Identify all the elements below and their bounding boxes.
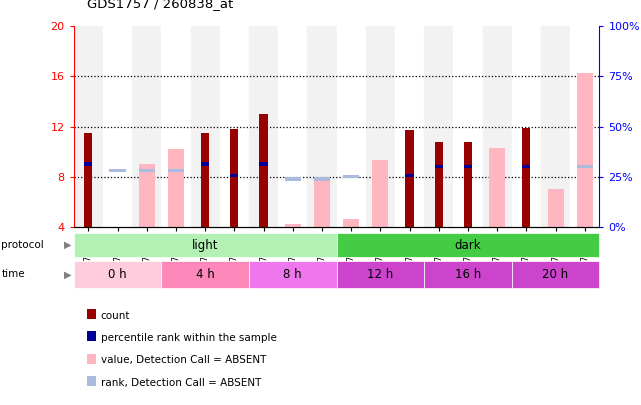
Bar — [547, 189, 563, 227]
Bar — [512, 261, 599, 288]
Bar — [372, 160, 388, 227]
Text: dark: dark — [454, 239, 481, 252]
Bar — [220, 26, 249, 227]
Bar — [453, 26, 483, 227]
Bar — [464, 142, 472, 227]
Text: protocol: protocol — [1, 240, 44, 250]
Bar — [249, 261, 337, 288]
Bar — [337, 26, 366, 227]
Bar — [168, 149, 184, 227]
Bar — [74, 26, 103, 227]
Bar — [74, 233, 337, 257]
Text: 0 h: 0 h — [108, 268, 127, 281]
Text: 8 h: 8 h — [283, 268, 302, 281]
Bar — [201, 133, 209, 227]
Bar — [138, 168, 154, 172]
Bar — [489, 148, 505, 227]
Bar — [424, 261, 512, 288]
Bar — [84, 133, 92, 227]
Text: ▶: ▶ — [64, 269, 72, 279]
Bar — [522, 165, 530, 168]
Bar — [435, 142, 443, 227]
Bar — [395, 26, 424, 227]
Bar — [343, 175, 359, 179]
Text: 4 h: 4 h — [196, 268, 215, 281]
Bar — [464, 165, 472, 168]
Bar — [110, 168, 126, 172]
Text: light: light — [192, 239, 219, 252]
Bar — [103, 26, 132, 227]
Bar — [406, 174, 413, 177]
Bar — [278, 26, 307, 227]
Bar — [285, 224, 301, 227]
Bar — [541, 26, 570, 227]
Bar — [424, 26, 453, 227]
Bar — [201, 162, 209, 166]
Bar — [138, 164, 154, 227]
Bar — [577, 72, 593, 227]
Text: 12 h: 12 h — [367, 268, 394, 281]
Bar — [314, 177, 330, 181]
Bar — [337, 233, 599, 257]
Bar — [74, 261, 162, 288]
Bar — [190, 26, 220, 227]
Text: value, Detection Call = ABSENT: value, Detection Call = ABSENT — [101, 356, 266, 365]
Bar — [168, 168, 184, 172]
Bar — [307, 26, 337, 227]
Bar — [570, 26, 599, 227]
Bar — [483, 26, 512, 227]
Bar — [230, 174, 238, 177]
Text: count: count — [101, 311, 130, 321]
Bar — [162, 26, 190, 227]
Bar — [406, 130, 413, 227]
Bar — [162, 261, 249, 288]
Text: time: time — [1, 269, 25, 279]
Bar — [522, 128, 530, 227]
Bar — [132, 26, 162, 227]
Bar — [577, 165, 593, 168]
Bar — [260, 162, 267, 166]
Bar — [435, 165, 443, 168]
Bar — [314, 181, 330, 227]
Bar — [337, 261, 424, 288]
Bar — [285, 177, 301, 181]
Bar — [260, 114, 267, 227]
Text: 16 h: 16 h — [455, 268, 481, 281]
Text: rank, Detection Call = ABSENT: rank, Detection Call = ABSENT — [101, 378, 261, 388]
Text: percentile rank within the sample: percentile rank within the sample — [101, 333, 276, 343]
Bar — [84, 162, 92, 166]
Bar — [343, 219, 359, 227]
Bar — [249, 26, 278, 227]
Bar — [366, 26, 395, 227]
Bar — [230, 129, 238, 227]
Bar — [512, 26, 541, 227]
Text: ▶: ▶ — [64, 240, 72, 250]
Text: GDS1757 / 260838_at: GDS1757 / 260838_at — [87, 0, 233, 10]
Text: 20 h: 20 h — [542, 268, 569, 281]
